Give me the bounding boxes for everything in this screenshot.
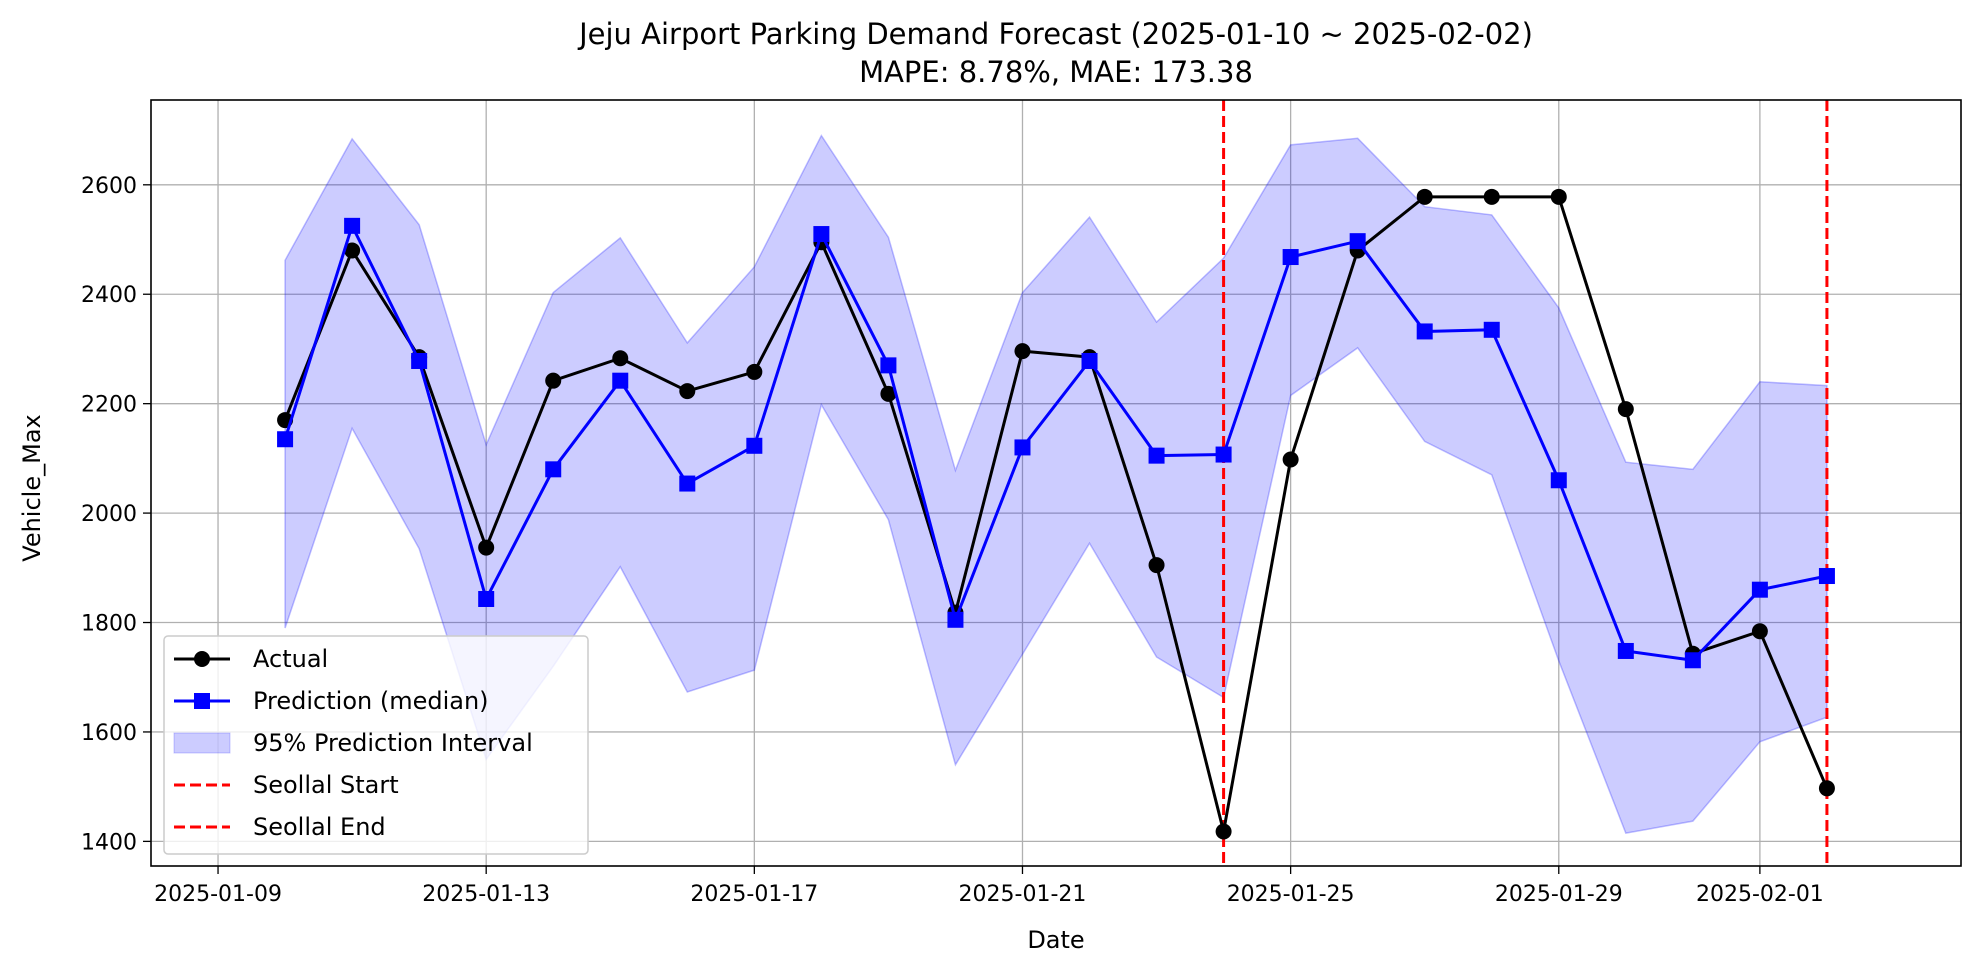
prediction-line [283,224,1828,662]
prediction-point [1550,472,1567,489]
grid [151,100,1961,866]
legend-actual-label: Actual [253,645,328,673]
y-tick-label: 2400 [81,283,137,308]
actual-point [1483,188,1500,205]
legend-seollal-start-label: Seollal Start [253,771,399,799]
legend-actual-marker [194,651,210,667]
actual-point [1751,623,1768,640]
y-tick-label: 1400 [81,830,137,855]
prediction-point [1684,652,1701,669]
chart-subtitle: MAPE: 8.78%, MAE: 173.38 [859,55,1253,89]
prediction-point [813,226,830,243]
prediction-point [545,461,562,478]
prediction-point [612,372,629,389]
legend-box [163,635,589,855]
prediction-point [746,437,763,454]
prediction-point [880,357,897,374]
actual-point [880,385,897,402]
prediction-point [1349,233,1366,250]
actual-point [679,383,696,400]
prediction-point [277,431,294,448]
prediction-point [947,611,964,628]
x-tick-label: 2025-01-09 [154,882,282,907]
prediction-point [1148,447,1165,464]
series [277,188,1835,840]
actual-point [1416,188,1433,205]
legend-prediction-label: Prediction (median) [253,687,489,715]
x-tick-label: 2025-01-29 [1495,882,1623,907]
y-tick-label: 2600 [81,174,137,199]
y-tick-label: 1800 [81,612,137,637]
y-axis-label: Vehicle_Max [18,414,46,561]
actual-point [1014,343,1031,360]
actual-point [612,350,629,367]
actual-point [1818,780,1835,797]
actual-point [545,372,562,389]
actual-point [1550,188,1567,205]
actual-point [478,539,495,556]
prediction-point [478,590,495,607]
chart-title: Jeju Airport Parking Demand Forecast (20… [577,17,1533,51]
prediction-point [1751,581,1768,598]
prediction-point [1617,642,1634,659]
y-tick-label: 1600 [81,721,137,746]
legend: Actual Prediction (median) 95% Predictio… [163,635,589,855]
actual-point [1148,557,1165,574]
prediction-point [1483,321,1500,338]
y-tick-label: 2200 [81,393,137,418]
actual-point [1282,451,1299,468]
x-tick-label: 2025-01-13 [422,882,550,907]
prediction-point [1215,446,1232,463]
actual-line [283,195,1829,834]
prediction-point [1416,323,1433,340]
prediction-point [1014,439,1031,456]
prediction-point [1282,249,1299,266]
actual-point [344,242,361,259]
x-tick-label: 2025-01-17 [690,882,818,907]
x-tick-label: 2025-02-01 [1696,882,1824,907]
actual-point [1215,823,1232,840]
legend-prediction-marker [194,693,210,709]
plot-area-frame [150,99,1962,867]
prediction-point [1818,568,1835,585]
prediction-point [344,217,361,234]
prediction-point [1081,352,1098,369]
legend-seollal-end-label: Seollal End [253,813,386,841]
x-tick-label: 2025-01-25 [1227,882,1355,907]
x-tick-label: 2025-01-21 [959,882,1087,907]
x-axis-ticks: 2025-01-09 2025-01-13 2025-01-17 2025-01-21… [154,866,1824,907]
actual-point [1617,401,1634,418]
legend-interval-swatch [173,732,231,754]
prediction-point [411,352,428,369]
actual-point [746,363,763,380]
y-axis-ticks: 1400 1600 1800 2000 2200 2400 2600 [81,174,151,855]
prediction-point [679,475,696,492]
x-axis-label: Date [1027,926,1084,954]
y-tick-label: 2000 [81,502,137,527]
legend-interval-label: 95% Prediction Interval [253,729,533,757]
